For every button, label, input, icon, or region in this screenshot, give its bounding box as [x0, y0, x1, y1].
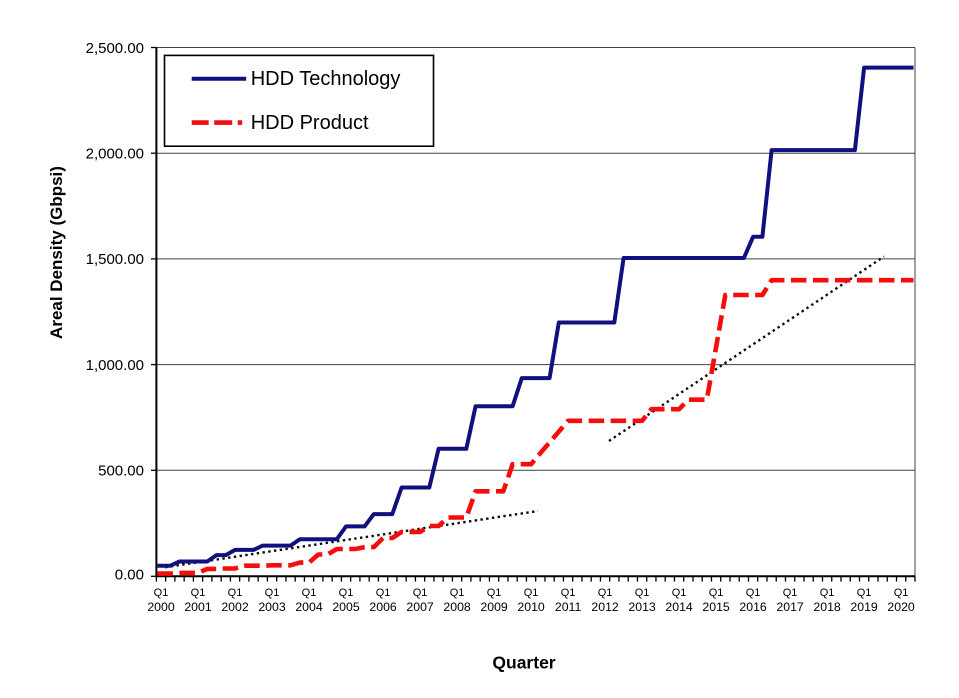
svg-text:Q1: Q1 — [339, 587, 354, 599]
svg-text:Q1: Q1 — [376, 587, 391, 599]
svg-text:Q1: Q1 — [450, 587, 465, 599]
svg-text:2008: 2008 — [443, 600, 471, 614]
svg-text:2012: 2012 — [591, 600, 619, 614]
svg-text:Areal Density (Gbpsi): Areal Density (Gbpsi) — [47, 166, 66, 339]
svg-text:2003: 2003 — [258, 600, 286, 614]
svg-text:Q1: Q1 — [561, 587, 576, 599]
svg-text:2009: 2009 — [480, 600, 508, 614]
svg-text:Q1: Q1 — [635, 587, 650, 599]
svg-text:2006: 2006 — [369, 600, 397, 614]
svg-text:HDD Product: HDD Product — [251, 112, 369, 134]
svg-text:2,500.00: 2,500.00 — [86, 40, 144, 57]
svg-text:Quarter: Quarter — [492, 653, 555, 673]
svg-text:Q1: Q1 — [228, 587, 243, 599]
svg-text:2014: 2014 — [665, 600, 693, 614]
svg-text:Q1: Q1 — [709, 587, 724, 599]
svg-text:Q1: Q1 — [487, 587, 502, 599]
svg-text:1,500.00: 1,500.00 — [86, 251, 144, 268]
svg-text:Q1: Q1 — [191, 587, 206, 599]
svg-text:Q1: Q1 — [672, 587, 687, 599]
svg-text:Q1: Q1 — [820, 587, 835, 599]
svg-text:Q1: Q1 — [524, 587, 539, 599]
svg-text:2001: 2001 — [184, 600, 212, 614]
svg-text:500.00: 500.00 — [98, 463, 144, 480]
svg-text:2020: 2020 — [887, 600, 915, 614]
svg-text:2019: 2019 — [850, 600, 878, 614]
svg-text:2017: 2017 — [776, 600, 804, 614]
svg-text:2018: 2018 — [813, 600, 841, 614]
svg-text:2004: 2004 — [295, 600, 323, 614]
svg-text:Q1: Q1 — [746, 587, 761, 599]
svg-text:1,000.00: 1,000.00 — [86, 357, 144, 374]
svg-text:Q1: Q1 — [302, 587, 317, 599]
svg-text:2,000.00: 2,000.00 — [86, 146, 144, 163]
svg-text:Q1: Q1 — [598, 587, 613, 599]
svg-text:2013: 2013 — [628, 600, 656, 614]
svg-text:2011: 2011 — [555, 600, 582, 614]
svg-text:2010: 2010 — [517, 600, 545, 614]
svg-text:Q1: Q1 — [894, 587, 909, 599]
svg-text:2016: 2016 — [739, 600, 767, 614]
svg-text:Q1: Q1 — [413, 587, 428, 599]
svg-text:Q1: Q1 — [154, 587, 169, 599]
svg-text:2002: 2002 — [221, 600, 249, 614]
svg-text:2015: 2015 — [702, 600, 730, 614]
svg-text:Q1: Q1 — [783, 587, 798, 599]
svg-text:Q1: Q1 — [857, 587, 872, 599]
svg-text:2007: 2007 — [406, 600, 434, 614]
svg-text:2000: 2000 — [147, 600, 175, 614]
svg-text:0.00: 0.00 — [115, 567, 144, 584]
svg-text:2005: 2005 — [332, 600, 360, 614]
svg-text:HDD Technology: HDD Technology — [251, 68, 401, 90]
svg-text:Q1: Q1 — [265, 587, 280, 599]
